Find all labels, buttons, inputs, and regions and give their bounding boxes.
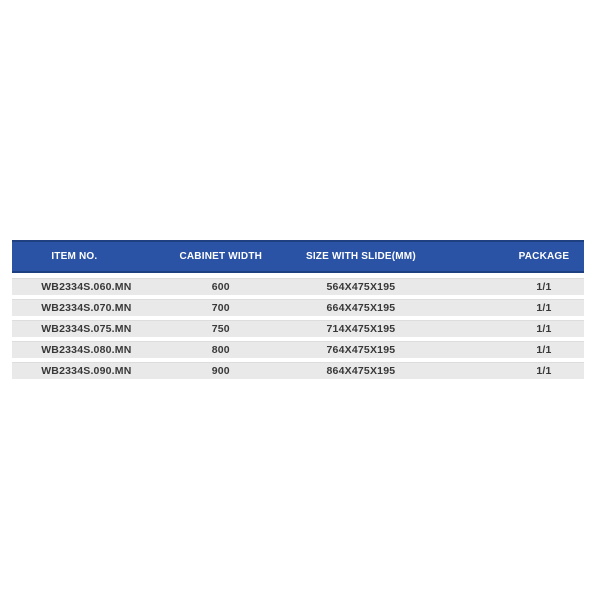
table-row: WB2334S.075.MN 750 714X475X195 1/1 xyxy=(12,320,584,337)
cell-cabinet-width: 900 xyxy=(211,365,230,377)
cell-package: 1/1 xyxy=(536,302,552,314)
table-row: WB2334S.080.MN 800 764X475X195 1/1 xyxy=(12,341,584,358)
cell-size-with-slide: 864X475X195 xyxy=(326,365,396,377)
cell-item-no: WB2334S.075.MN xyxy=(41,323,132,335)
table-row: WB2334S.090.MN 900 864X475X195 1/1 xyxy=(12,362,584,379)
cell-item-no: WB2334S.070.MN xyxy=(41,302,132,314)
cell-cabinet-width: 750 xyxy=(211,323,230,335)
cell-package: 1/1 xyxy=(536,323,552,335)
cell-item-no: WB2334S.060.MN xyxy=(41,281,132,293)
column-header-item-no: ITEM NO. xyxy=(51,251,98,262)
table-row: WB2334S.060.MN 600 564X475X195 1/1 xyxy=(12,278,584,295)
cell-size-with-slide: 564X475X195 xyxy=(326,281,396,293)
cell-cabinet-width: 800 xyxy=(211,344,230,356)
column-header-size-with-slide: SIZE WITH SLIDE(MM) xyxy=(305,251,416,262)
cell-size-with-slide: 764X475X195 xyxy=(326,344,396,356)
cell-size-with-slide: 714X475X195 xyxy=(326,323,396,335)
cell-package: 1/1 xyxy=(536,281,552,293)
cell-cabinet-width: 600 xyxy=(211,281,230,293)
cell-item-no: WB2334S.090.MN xyxy=(41,365,132,377)
cell-cabinet-width: 700 xyxy=(211,302,230,314)
table-header-row: ITEM NO. CABINET WIDTH SIZE WITH SLIDE(M… xyxy=(12,240,584,273)
cell-package: 1/1 xyxy=(536,344,552,356)
cell-package: 1/1 xyxy=(536,365,552,377)
column-header-cabinet-width: CABINET WIDTH xyxy=(179,251,263,262)
column-header-package: PACKAGE xyxy=(518,251,570,262)
product-spec-table: ITEM NO. CABINET WIDTH SIZE WITH SLIDE(M… xyxy=(12,240,584,379)
cell-item-no: WB2334S.080.MN xyxy=(41,344,132,356)
table-row: WB2334S.070.MN 700 664X475X195 1/1 xyxy=(12,299,584,316)
cell-size-with-slide: 664X475X195 xyxy=(326,302,396,314)
